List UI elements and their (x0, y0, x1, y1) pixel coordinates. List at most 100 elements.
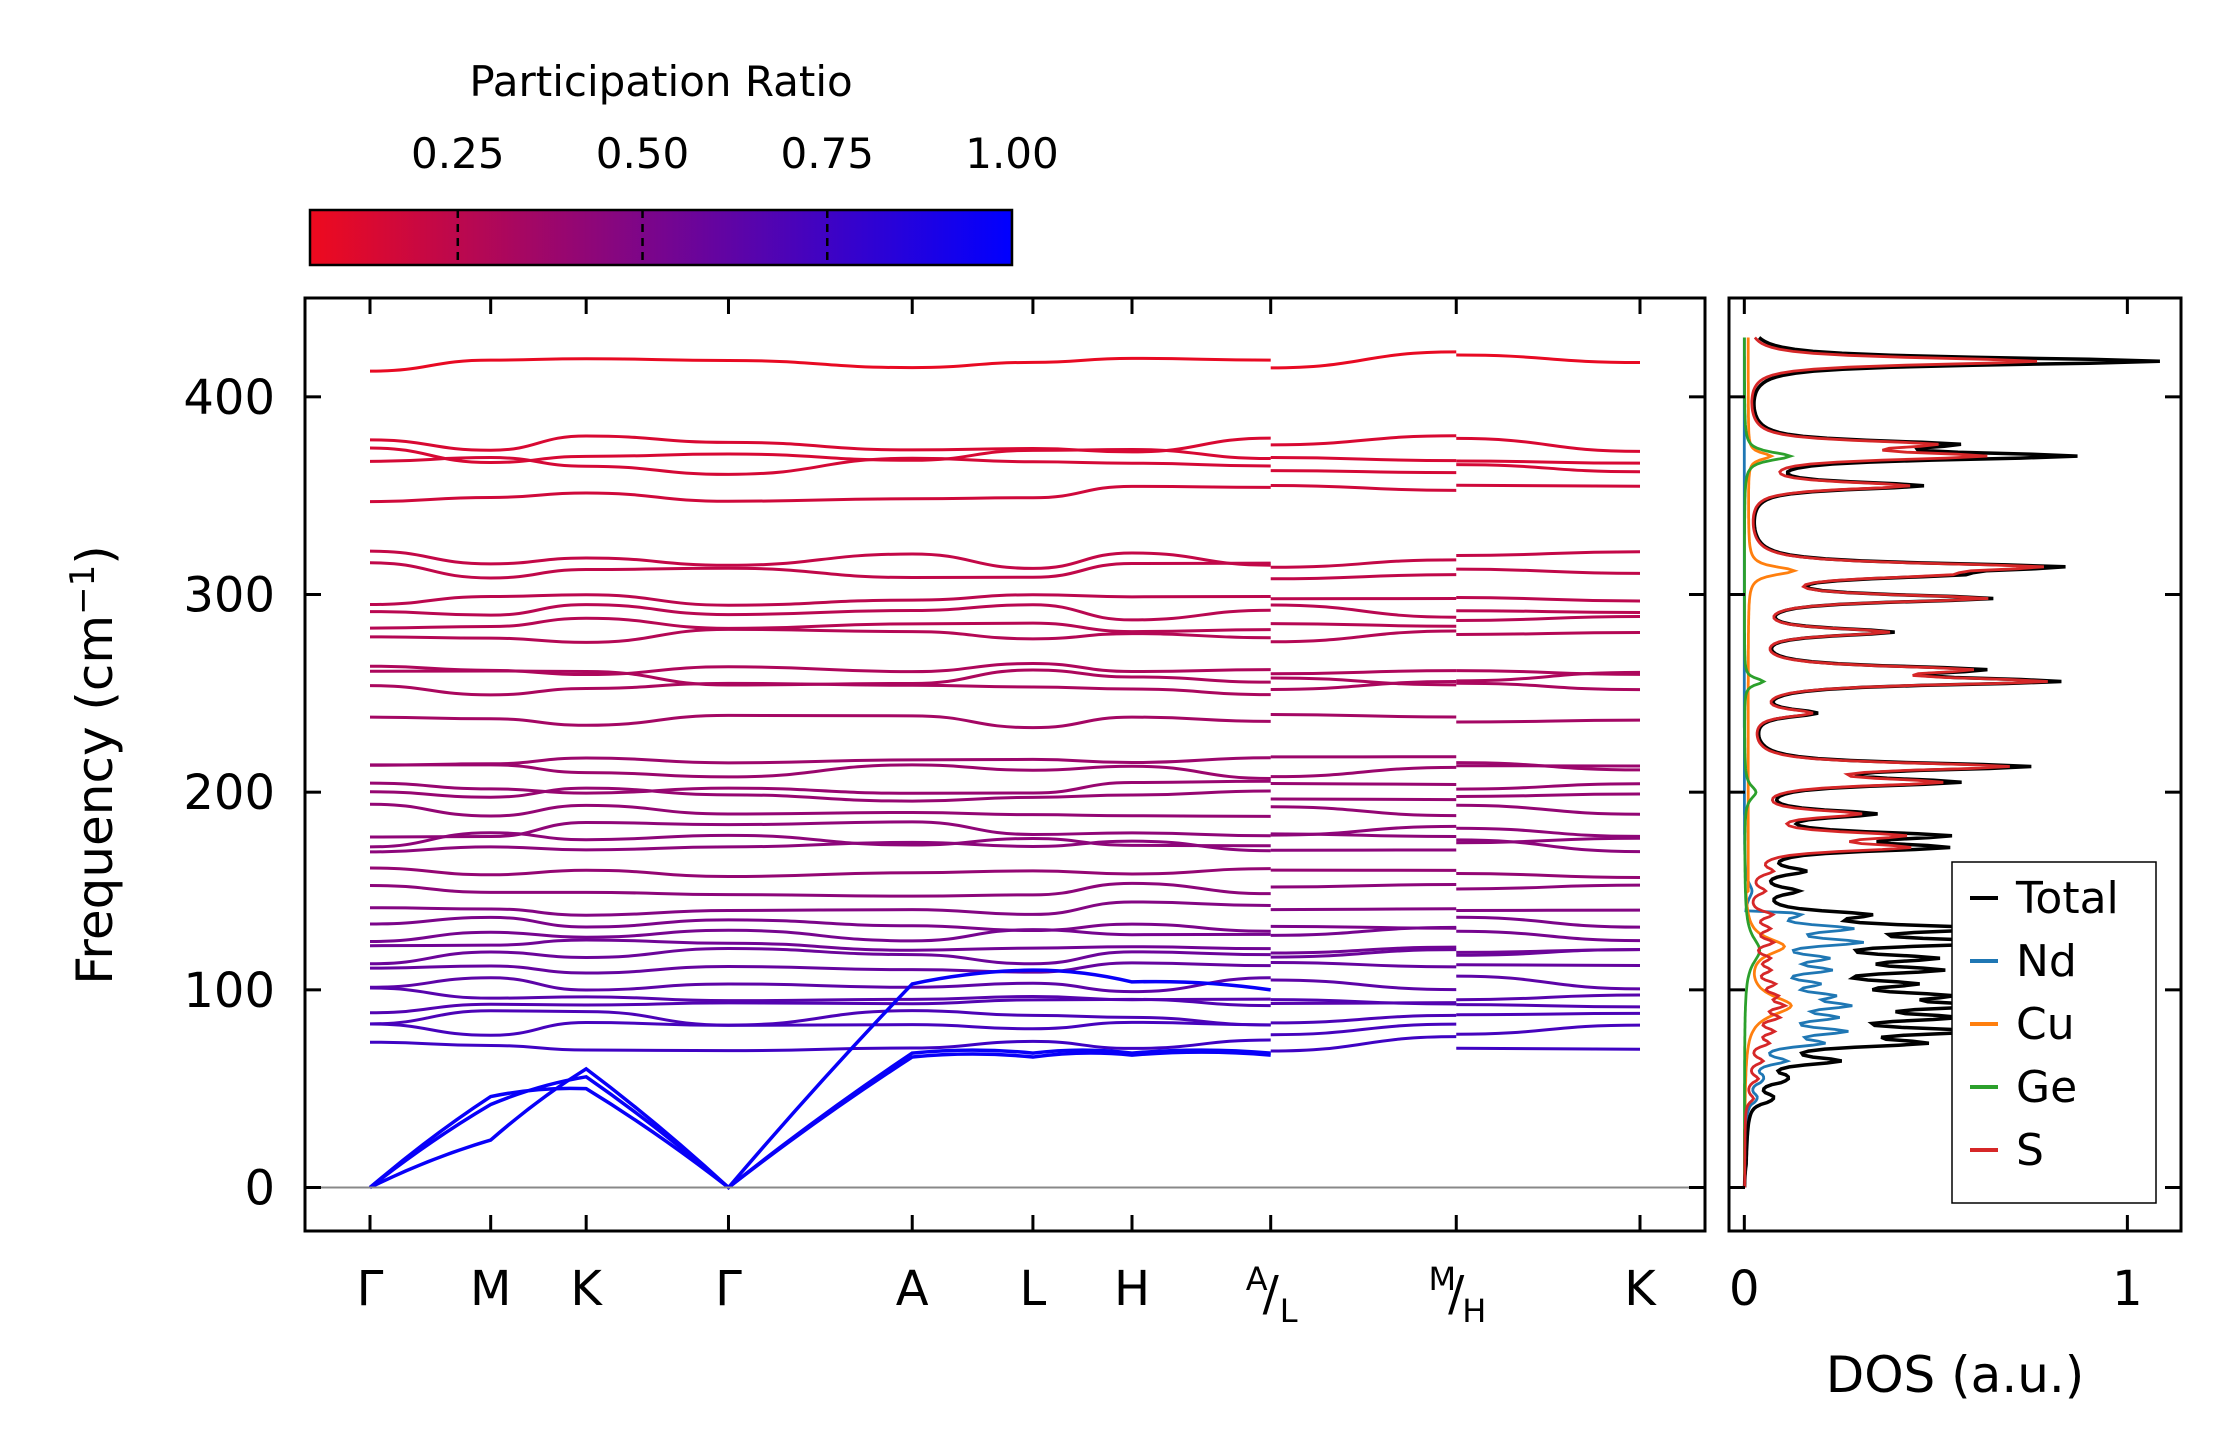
band-line (369, 549, 1271, 570)
band-line (1456, 826, 1641, 838)
band-line (1456, 609, 1641, 614)
band-line (369, 356, 1271, 373)
band-line (1456, 681, 1641, 692)
band-line (1456, 1023, 1641, 1036)
band-line (369, 839, 1271, 854)
legend-label: Nd (2016, 936, 2077, 987)
band-line (1270, 781, 1457, 786)
band-line (369, 756, 1271, 767)
legend-label: Ge (2016, 1062, 2077, 1113)
svg-text:/: / (1263, 1266, 1280, 1322)
legend-label: Total (2015, 873, 2119, 924)
band-line (369, 616, 1271, 634)
band-line (1270, 832, 1457, 839)
band-line (369, 484, 1271, 504)
band-line (1456, 567, 1641, 575)
band-line (1270, 1013, 1457, 1025)
band-line (1270, 350, 1457, 370)
legend-label: Cu (2016, 999, 2075, 1050)
svg-text:A: A (1246, 1260, 1268, 1298)
dos-curve-s (1743, 336, 2048, 1188)
band-line (1270, 434, 1457, 447)
band-line (1456, 614, 1641, 623)
band-line (1456, 803, 1641, 816)
band-line (1270, 573, 1457, 581)
x-tick-label: Γ (715, 1261, 742, 1317)
band-line (369, 802, 1271, 818)
band-line (1456, 838, 1641, 854)
band-line (1456, 1003, 1641, 1009)
band-line (1270, 676, 1457, 687)
band-line (369, 961, 1271, 975)
band-line (369, 976, 1271, 994)
band-line (1456, 883, 1641, 891)
dos-frame (1727, 296, 2183, 1233)
band-line (1456, 463, 1641, 474)
band-line (1456, 436, 1641, 453)
x-tick-label: Γ (357, 1261, 384, 1317)
band-line (1270, 603, 1457, 619)
dos-legend: Total Nd Cu Ge S (1951, 861, 2157, 1204)
legend-items: Total Nd Cu Ge S (1970, 873, 2119, 1176)
colorbar-gradient (308, 208, 1014, 267)
band-line (369, 1038, 1271, 1053)
band-line (369, 820, 1271, 839)
band-line (1270, 558, 1457, 569)
band-line (369, 1009, 1271, 1027)
x-tick-label: K (570, 1261, 603, 1317)
band-line (1270, 622, 1457, 628)
band-line (1456, 483, 1641, 488)
band-line (1270, 669, 1457, 676)
colorbar: Participation Ratio 0.25 0.50 0.75 1.00 (308, 57, 1059, 267)
y-tick-label: 200 (183, 765, 275, 821)
acoustic-branch-ta1 (368, 1050, 1271, 1190)
colorbar-tick-label: 0.25 (411, 129, 505, 178)
band-line (1456, 670, 1641, 683)
svg-text:/: / (1448, 1266, 1465, 1322)
band-line (369, 900, 1271, 917)
band-line (1456, 872, 1641, 880)
legend-item-ge: Ge (1970, 1062, 2077, 1113)
y-tick-label: 400 (183, 370, 275, 426)
x-tick-label: L (1020, 1261, 1047, 1317)
band-line (369, 1020, 1271, 1037)
band-lines (368, 350, 1641, 1191)
y-tick-label: 300 (183, 568, 275, 624)
band-line (369, 593, 1271, 607)
band-line (1270, 765, 1457, 779)
band-line (1456, 631, 1641, 636)
band-line (369, 434, 1271, 454)
band-line (369, 662, 1271, 677)
colorbar-tick-label: 0.50 (596, 129, 690, 178)
colorbar-tick-label: 1.00 (965, 129, 1059, 178)
band-line (369, 928, 1271, 943)
band-line (369, 938, 1271, 952)
x-tick-label: M (470, 1261, 511, 1317)
band-line (369, 915, 1271, 933)
band-structure-frame (303, 296, 1707, 1233)
dos-axis-label: DOS (a.u.) (1826, 1346, 2085, 1404)
dos-curves (1742, 336, 2160, 1188)
band-line (369, 779, 1271, 795)
legend-label: S (2016, 1125, 2044, 1176)
band-line (1456, 974, 1641, 991)
dos-curve-cu (1743, 337, 1799, 1188)
band-line (1270, 680, 1457, 691)
colorbar-title: Participation Ratio (469, 57, 852, 106)
band-line (369, 881, 1271, 898)
band-line (369, 627, 1271, 644)
band-line (369, 997, 1271, 1015)
band-line (1456, 929, 1641, 943)
frequency-axis-ticks: 0 100 200 300 400 (183, 370, 1705, 1217)
x-tick-label: H (1114, 1261, 1150, 1317)
band-line (1270, 948, 1457, 959)
band-line (1270, 1035, 1457, 1053)
dos-x-tick-label: 0 (1729, 1261, 1760, 1317)
colorbar-ticks: 0.25 0.50 0.75 1.00 (411, 129, 1059, 265)
band-line (1456, 459, 1641, 465)
acoustic-branch-la (369, 968, 1271, 1191)
band-line (369, 831, 1271, 849)
